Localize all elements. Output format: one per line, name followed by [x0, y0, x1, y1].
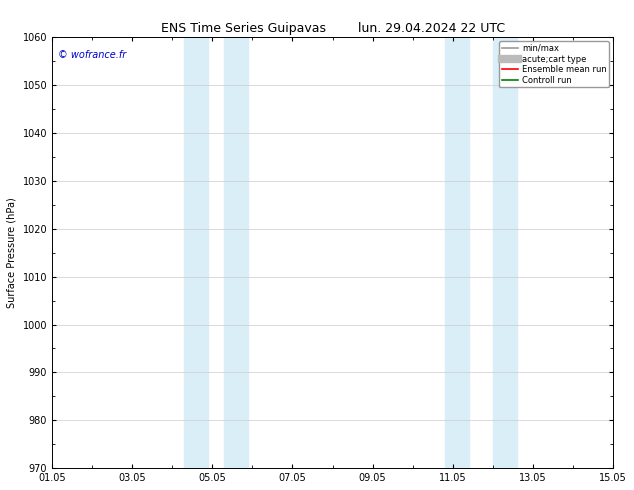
- Bar: [224, 37, 249, 468]
- Bar: [493, 37, 517, 468]
- Bar: [445, 37, 469, 468]
- Legend: min/max, acute;cart type, Ensemble mean run, Controll run: min/max, acute;cart type, Ensemble mean …: [499, 41, 609, 87]
- Text: © wofrance.fr: © wofrance.fr: [58, 50, 126, 60]
- Y-axis label: Surface Pressure (hPa): Surface Pressure (hPa): [7, 197, 17, 308]
- Title: ENS Time Series Guipavas        lun. 29.04.2024 22 UTC: ENS Time Series Guipavas lun. 29.04.2024…: [160, 22, 505, 35]
- Bar: [184, 37, 209, 468]
